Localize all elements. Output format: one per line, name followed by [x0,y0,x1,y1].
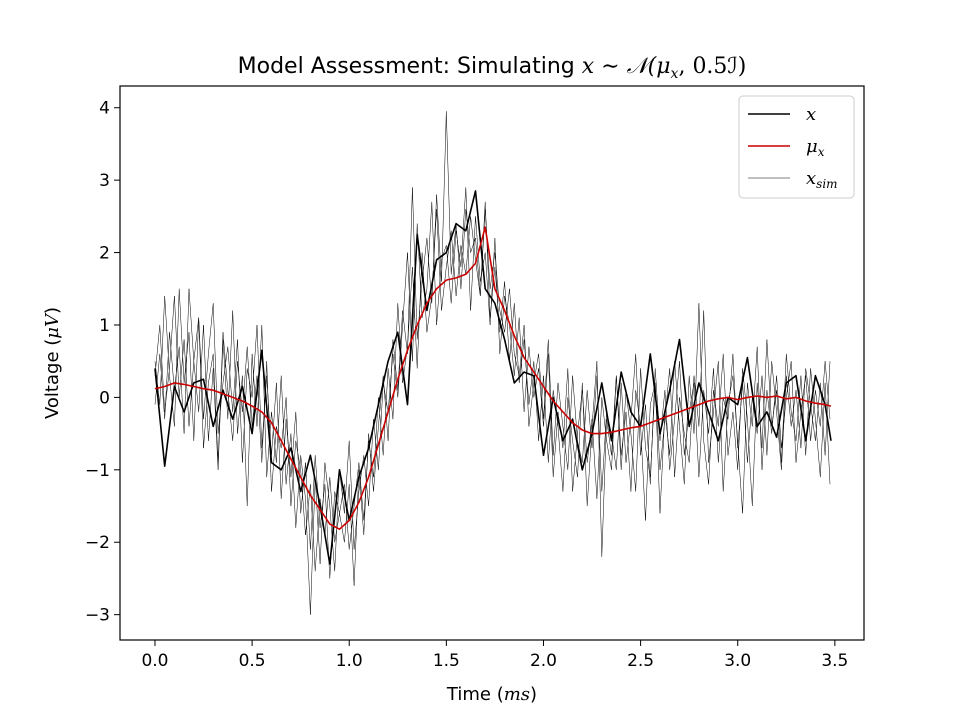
x-tick-label: 3.0 [724,651,751,671]
x-axis-label-text: Time ( [446,684,504,705]
y-tick-label: 4 [99,99,110,119]
legend-label-x-main: x [806,104,816,125]
y-tick-label: 1 [99,316,110,336]
y-axis-ticks: −3 −2 −1 0 1 2 3 4 [85,99,120,626]
x-tick-label: 1.0 [336,651,363,671]
x-tick-label: 0.5 [239,651,266,671]
x-tick-label: 1.5 [433,651,460,671]
legend-label-sim-main: x [806,168,816,189]
y-axis-label-text: Voltage ( [42,339,63,419]
series-line-mu [154,226,832,530]
y-tick-label: −3 [85,606,110,626]
legend: x μx xsim [738,95,855,199]
x-axis-label-close: ) [530,684,537,705]
y-tick-label: 2 [99,244,110,264]
x-axis-label-var: ms [504,684,530,705]
legend-label-x: x [806,104,816,125]
legend-label-mu-sub: x [818,145,825,159]
y-axis-label-close: ) [42,307,63,314]
x-axis-ticks: 0.0 0.5 1.0 1.5 2.0 2.5 3.0 3.5 [141,640,848,671]
y-tick-label: −1 [85,461,110,481]
y-axis-label-var: μV [42,312,63,339]
legend-box [738,95,855,199]
main-series-group [154,190,832,565]
legend-label-mu: μx [806,136,825,159]
simulated-series-line [154,187,831,615]
y-axis-label: Voltage (μV) [42,307,63,419]
legend-label-mu-main: μ [806,136,818,157]
legend-label-sim-sub: sim [816,177,837,191]
chart-title-suffix: , 0.5ℐ) [678,54,746,79]
chart-title-prefix: Model Assessment: Simulating [238,54,582,79]
chart-title-sub: x [671,66,679,82]
x-axis-label: Time (ms) [446,684,537,705]
chart-title: Model Assessment: Simulating x ∼ 𝒩(μx, 0… [238,54,747,82]
y-tick-label: 0 [99,388,110,408]
x-tick-label: 3.5 [821,651,848,671]
series-line-x [154,190,832,565]
x-tick-label: 0.0 [141,651,168,671]
chart-title-expr: x ∼ 𝒩(μ [582,54,671,79]
plot-area [119,85,865,641]
axes-frame [119,85,865,641]
x-tick-label: 2.0 [530,651,557,671]
y-tick-label: −2 [85,533,110,553]
x-tick-label: 2.5 [627,651,654,671]
y-tick-label: 3 [99,171,110,191]
legend-label-sim: xsim [806,168,838,191]
